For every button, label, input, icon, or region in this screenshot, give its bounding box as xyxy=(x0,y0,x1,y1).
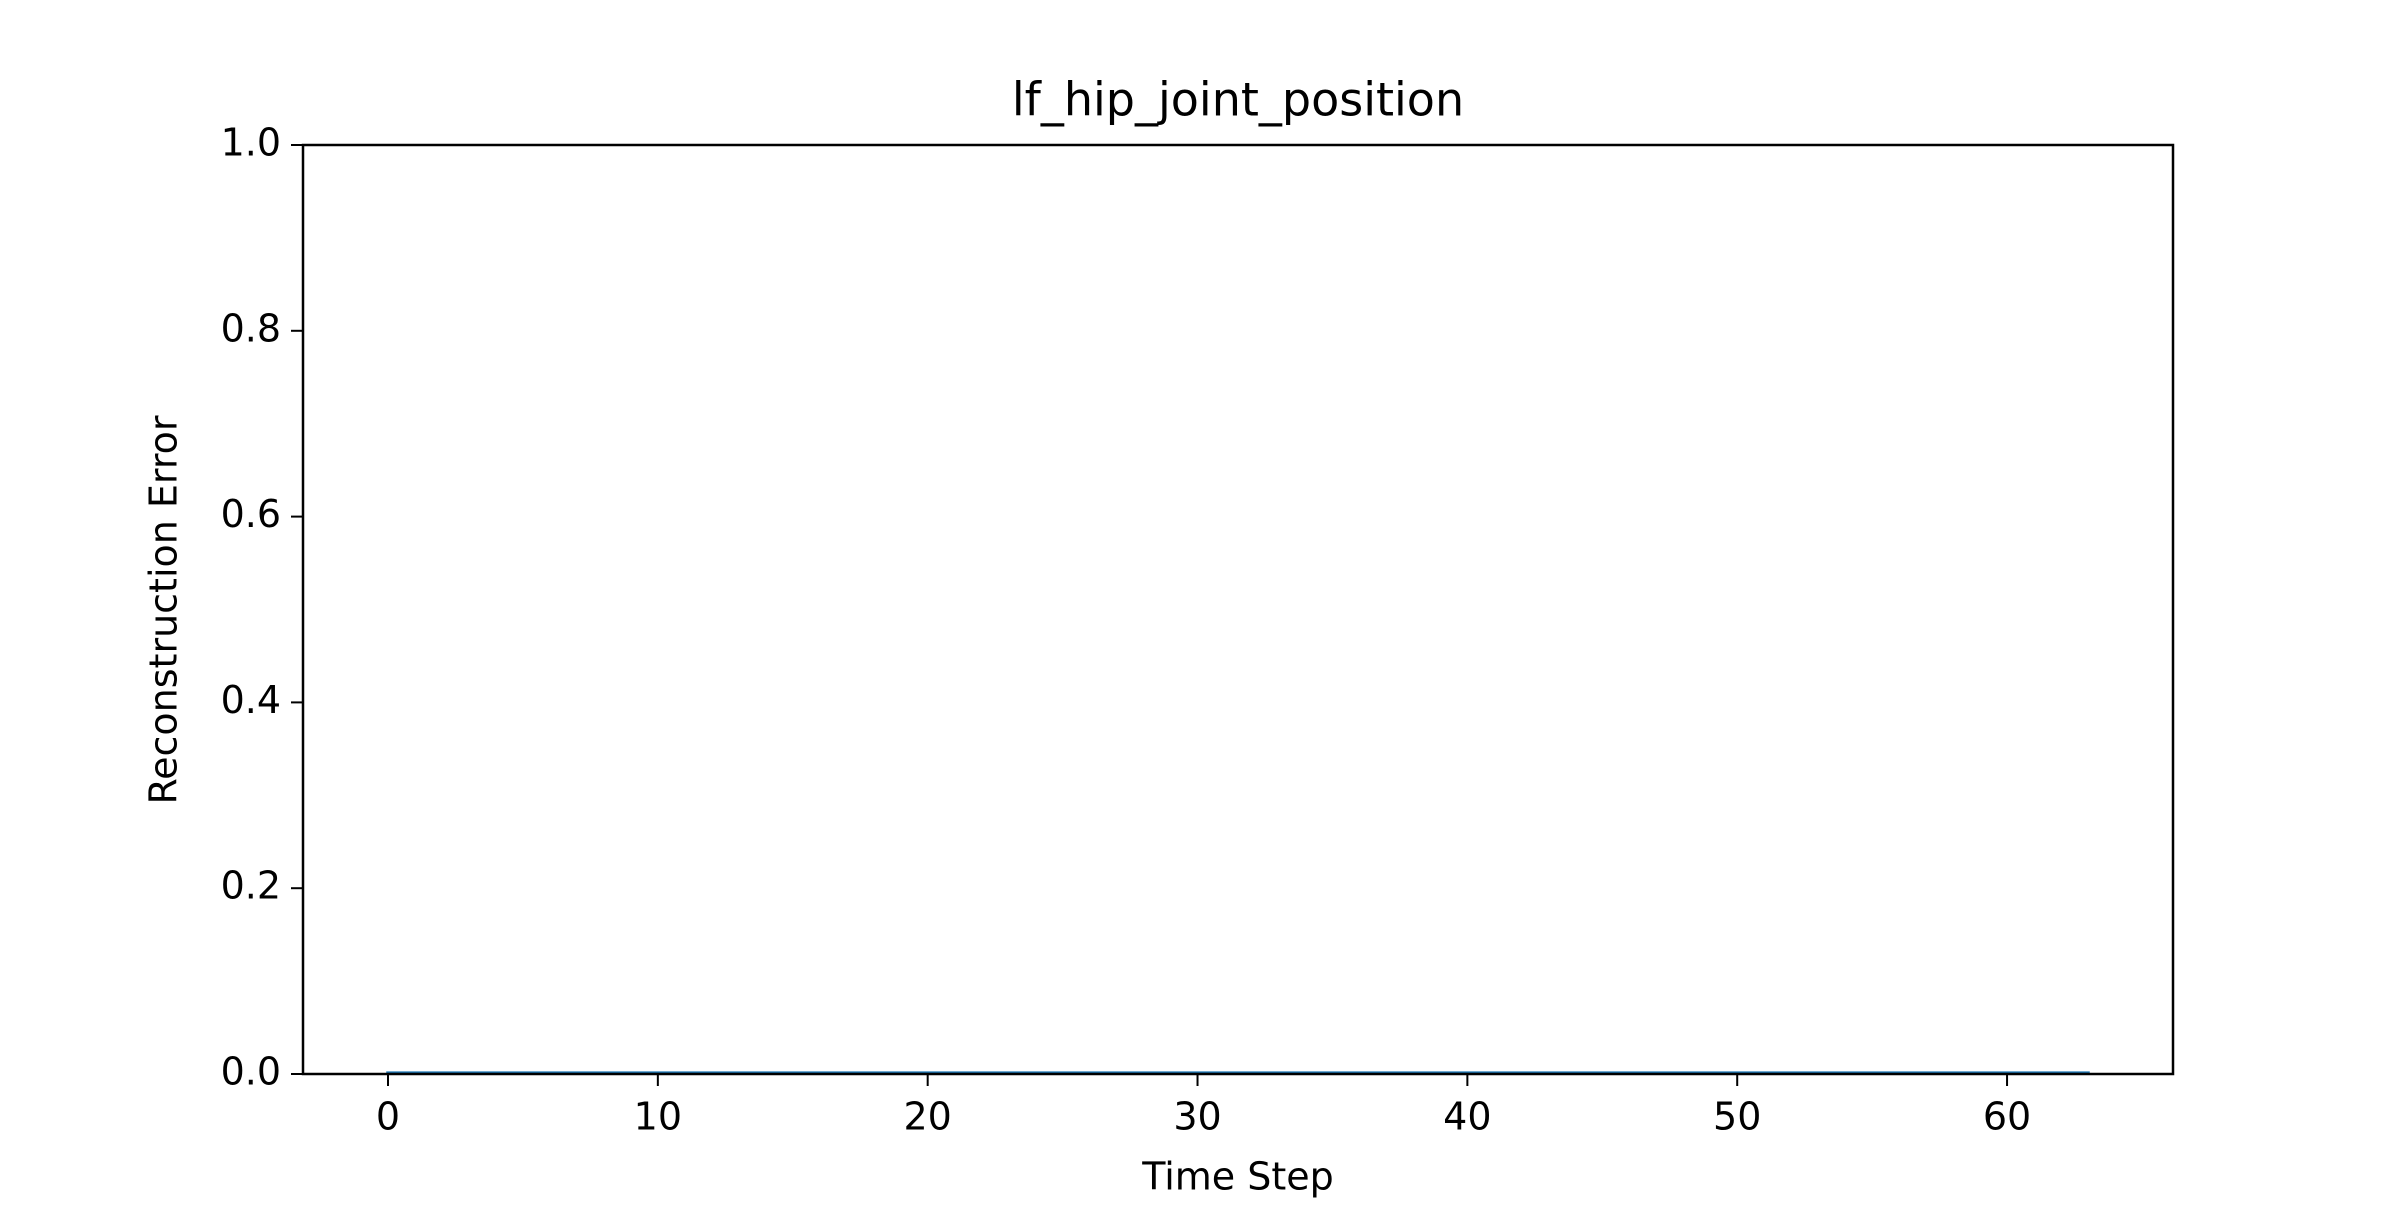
y-tick-label: 0.6 xyxy=(221,492,281,536)
y-axis-label: Reconstruction Error xyxy=(142,415,186,804)
y-axis: 0.0 0.2 0.4 0.6 0.8 1.0 xyxy=(221,121,303,1094)
x-tick-label: 50 xyxy=(1713,1095,1761,1139)
x-axis-label: Time Step xyxy=(1141,1155,1334,1199)
x-tick-label: 40 xyxy=(1443,1095,1491,1139)
x-tick-label: 30 xyxy=(1173,1095,1221,1139)
plot-frame xyxy=(301,143,2175,1076)
x-tick-label: 0 xyxy=(376,1095,400,1139)
x-tick-label: 20 xyxy=(904,1095,952,1139)
x-tick-label: 10 xyxy=(634,1095,682,1139)
x-axis: 0 10 20 30 40 50 60 xyxy=(376,1074,2031,1139)
y-tick-label: 1.0 xyxy=(221,121,281,165)
y-tick-label: 0.2 xyxy=(221,864,281,908)
y-tick-label: 0.8 xyxy=(221,306,281,350)
x-tick-label: 60 xyxy=(1983,1095,2031,1139)
y-tick-label: 0.4 xyxy=(221,678,281,722)
chart-title: lf_hip_joint_position xyxy=(1012,73,1464,127)
y-tick-label: 0.0 xyxy=(221,1050,281,1094)
